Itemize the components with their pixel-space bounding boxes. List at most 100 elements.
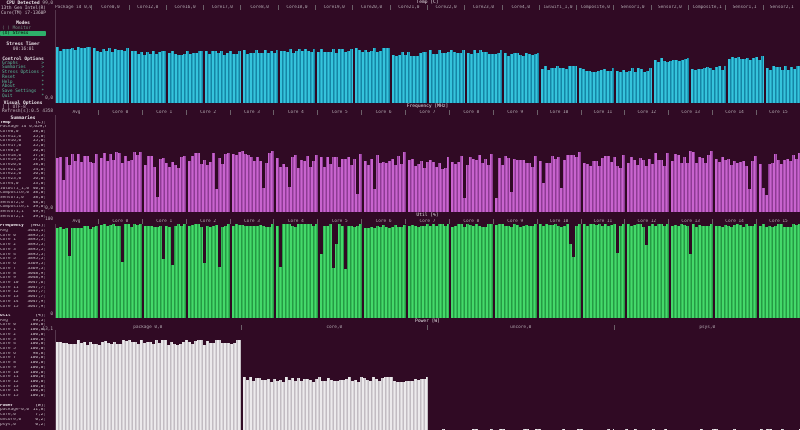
control-option-graphs[interactable]: Graphs >	[0, 61, 46, 67]
temp-bar-notch	[634, 67, 638, 72]
power-label-psys-0: psys,0	[613, 324, 800, 330]
freq-group-core-13	[671, 151, 714, 212]
freq-bar-notch	[83, 154, 86, 156]
temp-bar-notch	[519, 52, 523, 55]
temp-bar-notch	[780, 65, 784, 70]
util-bar-notch	[74, 226, 77, 228]
modes-list: ( ) Monitor (X) Stress	[0, 26, 46, 37]
control-option-save-settings[interactable]: Save Settings *	[0, 89, 46, 95]
summary-row-core-13: Core 13 100,0	[0, 385, 46, 390]
power-bar-notch	[350, 377, 354, 381]
freq-bar-notch	[135, 152, 139, 155]
control-option-about[interactable]: About *	[0, 85, 46, 90]
util-graph-title: Util [%]	[416, 213, 439, 218]
freq-bar-notch	[56, 154, 59, 158]
util-bar-notch	[261, 224, 265, 226]
freq-bar-notch	[199, 153, 203, 164]
freq-bar-notch	[457, 154, 461, 162]
freq-bar-notch	[390, 152, 394, 159]
summary-sensor-value: 3369,5	[27, 262, 46, 267]
temp-bar-fill	[354, 47, 391, 103]
summary-row-core-14: Core 14 3047,9	[0, 300, 46, 305]
freq-bar-notch	[59, 154, 62, 157]
temp-label-core20-0: Core20,0	[352, 4, 389, 10]
util-bar-notch	[220, 224, 224, 227]
freq-bar-notch	[548, 152, 552, 163]
util-bar-notch	[768, 224, 771, 226]
summary-sensor-name: uncore,0	[0, 417, 22, 422]
summary-sensor-name: Composite,0	[0, 191, 30, 196]
temp-label-sensor2-0: Sensor2,0	[650, 4, 688, 10]
temp-bar-notch	[711, 65, 715, 70]
freq-bar-notch	[68, 154, 71, 165]
temp-bar-fill	[690, 65, 727, 103]
util-bar-notch	[59, 226, 62, 227]
util-group-core-14	[715, 224, 757, 318]
util-scale-min: 0	[50, 312, 53, 317]
control-option-quit[interactable]: Quit *	[0, 94, 46, 100]
visual-option-utf-8[interactable]: [ ] UTF-8	[2, 104, 26, 110]
mode-item-x-stress[interactable]: (X) Stress	[0, 30, 46, 37]
temp-label-sensor1-1: Sensor1,1	[725, 4, 762, 10]
freq-bar-notch	[129, 152, 133, 160]
freq-bar-notch	[89, 154, 92, 162]
power-group-core-0	[242, 377, 428, 430]
temp-bar-notch	[266, 49, 270, 53]
power-bar-notch	[311, 377, 315, 382]
util-bar-notch	[484, 224, 488, 227]
util-bar-notch	[355, 224, 359, 226]
summary-sensor-value: 0,2	[35, 423, 46, 428]
temp-group-package-id-0-0	[56, 46, 92, 103]
summary-sensor-value: 3895,5	[27, 234, 46, 239]
power-bar-notch	[281, 377, 285, 382]
util-bar-notch	[733, 224, 737, 225]
control-option-summaries[interactable]: Summaries >	[0, 65, 46, 71]
summaries-rows: Temp[C]Package id 0,059,0Core0,058,0Core…	[0, 121, 46, 428]
freq-bar-notch	[443, 157, 447, 168]
temp-bar-notch	[416, 51, 420, 56]
freq-bar-notch	[331, 154, 335, 157]
temp-group-core22-0	[429, 49, 465, 103]
temp-bar-notch	[605, 67, 609, 71]
visual-option-refresh-s-0-5[interactable]: Refresh[s]:0.5	[2, 109, 40, 115]
control-option-reset[interactable]: Reset *	[0, 75, 46, 81]
summary-sensor-value: 100,0	[30, 333, 46, 338]
summary-row-avg: Avg 3443,1	[0, 229, 46, 234]
freq-bar-notch	[111, 152, 115, 160]
freq-bar-notch	[610, 155, 614, 162]
control-option-help[interactable]: Help *	[0, 80, 46, 86]
freq-label-core-4: Core 4	[273, 109, 317, 115]
temp-bar-notch	[435, 49, 439, 54]
power-bar-notch	[74, 340, 77, 344]
frequency-graph: Frequency [MHz] Avg Core 0 Core 1 Core 2 Cor…	[55, 104, 800, 213]
util-label-core-3: Core 3	[229, 218, 274, 224]
freq-bar-notch	[639, 153, 643, 158]
util-bar-notch	[748, 224, 752, 226]
freq-bar-notch	[563, 152, 567, 160]
summary-header-unit: [W]	[35, 404, 46, 409]
mode-item-monitor[interactable]: ( ) Monitor	[2, 25, 32, 31]
util-bar-notch	[80, 226, 83, 228]
freq-bar-notch	[589, 155, 593, 166]
temp-bar-notch	[286, 48, 290, 52]
util-bar-notch	[170, 224, 174, 265]
summary-row-composite-1: Composite,1 39,0	[0, 205, 46, 210]
summary-sensor-value: 99,5	[33, 319, 46, 324]
temp-bar-notch	[714, 65, 718, 67]
power-bar-notch	[416, 377, 420, 380]
power-bar-notch	[83, 340, 86, 342]
temp-bar-notch	[690, 65, 694, 69]
util-bar-notch	[92, 226, 95, 227]
util-bar-notch	[202, 224, 206, 263]
summary-sensor-value: 56,0	[33, 172, 46, 177]
power-bar-notch	[260, 377, 264, 380]
temp-bar-notch	[752, 55, 756, 58]
summary-row-core-2: Core 2 3895,5	[0, 243, 46, 248]
util-bar-notch	[715, 224, 719, 226]
summary-sensor-value: 39,0	[33, 215, 46, 220]
util-bar-notch	[258, 224, 262, 225]
temp-bar-notch	[347, 48, 351, 51]
control-option-stress-options[interactable]: Stress Options >	[0, 70, 46, 76]
summary-sensor-value: 3047,7	[27, 290, 46, 295]
frequency-graph-bars	[55, 115, 800, 212]
